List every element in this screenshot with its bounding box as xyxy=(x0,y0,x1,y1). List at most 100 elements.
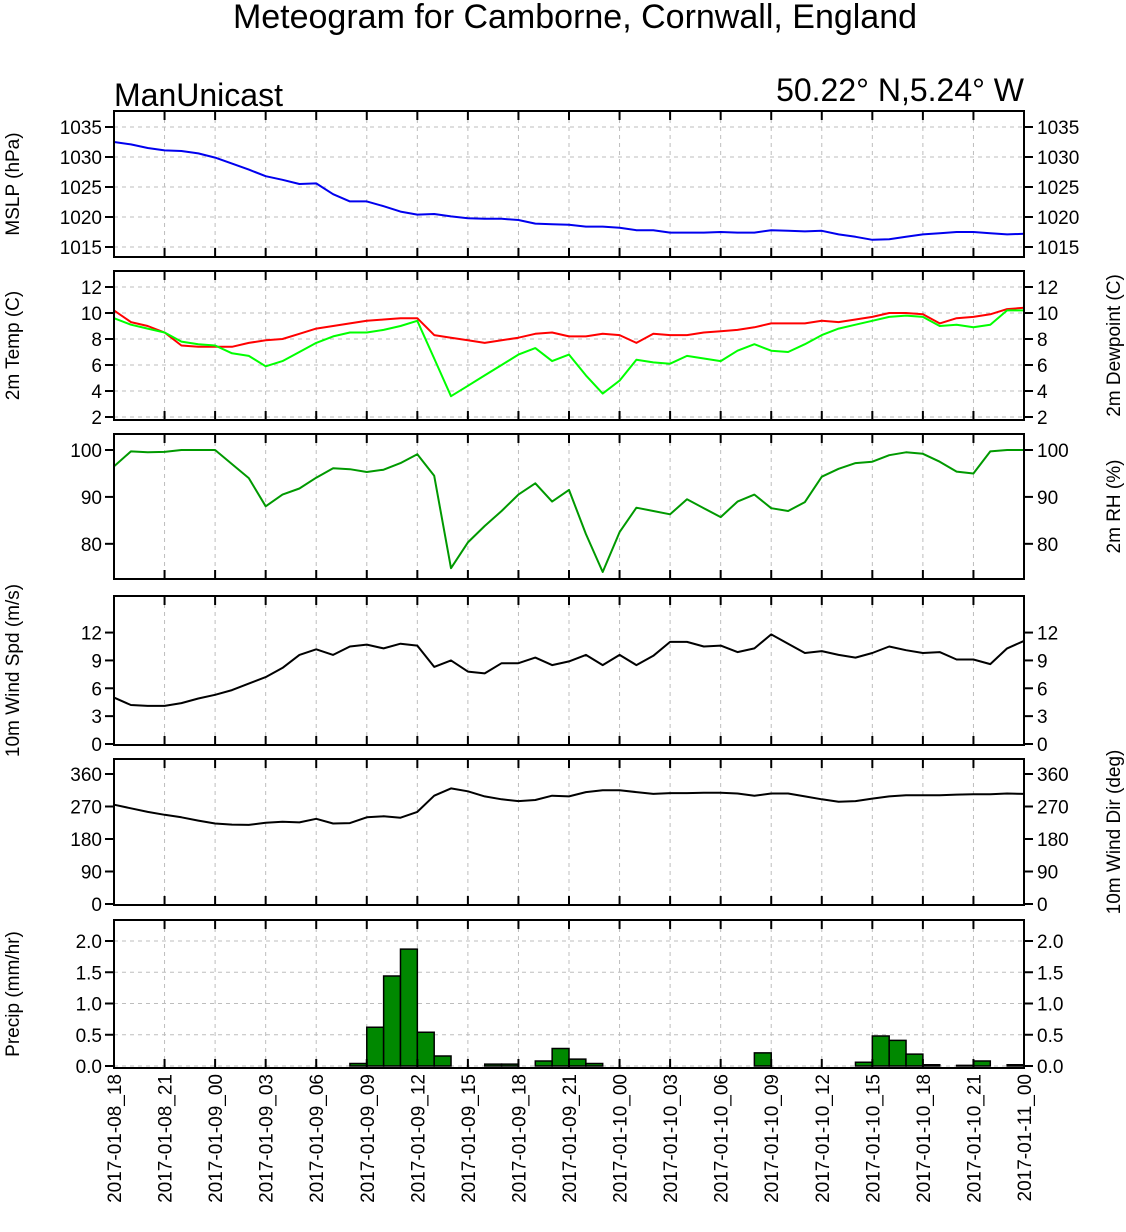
series-line-mslp-0 xyxy=(113,141,1025,241)
y-tick-label: 180 xyxy=(70,830,102,851)
y-tick-label: 6 xyxy=(91,356,102,377)
location-label: 50.22° N,5.24° W xyxy=(776,72,1025,108)
y-tick-label-right: 1030 xyxy=(1037,148,1079,169)
y-tick-label: 12 xyxy=(81,624,102,645)
y-tick-label-right: 4 xyxy=(1037,382,1048,403)
precip-bar xyxy=(871,1035,890,1067)
precip-bar xyxy=(585,1062,604,1067)
precip-bar xyxy=(922,1064,941,1067)
y-tick-label: 360 xyxy=(70,765,102,786)
panel-wdir: 0 0 90 90 180 180 270 270 360 360 10m Wind Dir (de… xyxy=(70,750,1125,916)
y-tick-label-right: 0 xyxy=(1037,895,1048,916)
y-tick-label-right: 360 xyxy=(1037,765,1069,786)
y-tick-label-right: 100 xyxy=(1037,441,1069,462)
y-tick-label: 12 xyxy=(81,278,102,299)
y-tick-label: 1020 xyxy=(60,208,102,229)
y-tick-label-right: 9 xyxy=(1037,651,1048,672)
x-tick-label: 2017-01-09_18 xyxy=(509,1074,530,1203)
y-tick-label: 0 xyxy=(91,895,102,916)
precip-bar xyxy=(551,1047,570,1067)
y-tick-label-right: 12 xyxy=(1037,624,1058,645)
series-line-temp-1 xyxy=(113,309,1024,398)
precip-bar xyxy=(888,1039,907,1067)
chart-title: Meteogram for Camborne, Cornwall, Englan… xyxy=(233,0,917,36)
x-tick-label: 2017-01-11_00 xyxy=(1015,1074,1036,1201)
y-tick-label-right: 1.5 xyxy=(1037,963,1063,984)
panel-mslp: 1015 1015 1020 1020 1025 1025 1030 1030 1035 1035… xyxy=(3,110,1079,259)
panel-precip: 0.0 0.0 0.5 0.5 1.0 1.0 1.5 1.5 2.0 2.0 Precip (mm… xyxy=(3,919,1063,1078)
y-tick-label: 100 xyxy=(70,441,102,462)
precip-bar xyxy=(500,1063,520,1067)
precip-bar xyxy=(1006,1064,1025,1067)
y-tick-label: 2.0 xyxy=(76,932,102,953)
x-tick-label: 2017-01-10_03 xyxy=(661,1074,682,1203)
panel-wspd: 0 0 3 3 6 6 9 9 12 12 10m Wind Spd (m/s) xyxy=(3,584,1058,757)
y-tick-label: 10 xyxy=(81,304,102,325)
x-tick-label: 2017-01-09_03 xyxy=(257,1074,278,1203)
y-axis-label-right: 10m Wind Dir (deg) xyxy=(1104,750,1125,915)
y-tick-label: 80 xyxy=(81,535,102,556)
y-tick-label: 9 xyxy=(91,651,102,672)
x-tick-label: 2017-01-08_18 xyxy=(105,1074,126,1203)
precip-bar xyxy=(972,1060,992,1067)
model-label: ManUnicast xyxy=(114,77,283,113)
y-axis-label-left: 10m Wind Spd (m/s) xyxy=(3,584,24,757)
y-tick-label: 4 xyxy=(91,382,102,403)
precip-bar xyxy=(534,1060,553,1067)
x-tick-label: 2017-01-10_18 xyxy=(914,1074,935,1203)
x-tick-label: 2017-01-10_09 xyxy=(762,1074,783,1203)
y-tick-label: 1025 xyxy=(60,178,102,199)
y-tick-label-right: 0.0 xyxy=(1037,1057,1063,1078)
x-tick-label: 2017-01-09_15 xyxy=(459,1074,480,1203)
y-tick-label: 1.0 xyxy=(76,995,102,1016)
panel-temp: 2 2 4 4 6 6 8 8 10 10 12 12 2m Temp (C) 2m Dewpoint (… xyxy=(3,270,1125,429)
y-tick-label: 8 xyxy=(91,330,102,351)
y-tick-label-right: 1035 xyxy=(1037,118,1079,139)
precip-bar xyxy=(416,1031,435,1067)
y-tick-label-right: 90 xyxy=(1037,488,1058,509)
y-tick-label-right: 2 xyxy=(1037,408,1048,429)
y-tick-label-right: 0.5 xyxy=(1037,1026,1063,1047)
panel-rh: 80 80 90 90 100 100 2m RH (%) xyxy=(70,433,1125,580)
y-tick-label-right: 270 xyxy=(1037,798,1069,819)
series-line-rh-0 xyxy=(113,449,1024,573)
y-tick-label: 0.5 xyxy=(76,1026,102,1047)
y-tick-label: 1015 xyxy=(60,238,102,259)
y-tick-label-right: 12 xyxy=(1037,278,1058,299)
y-tick-label-right: 2.0 xyxy=(1037,932,1063,953)
y-tick-label: 3 xyxy=(91,707,102,728)
y-tick-label-right: 180 xyxy=(1037,830,1069,851)
y-tick-label: 0.0 xyxy=(76,1057,102,1078)
precip-bar xyxy=(433,1055,452,1067)
precip-bar xyxy=(382,975,402,1067)
series-line-temp-0 xyxy=(113,306,1025,348)
y-tick-label-right: 90 xyxy=(1037,863,1058,884)
y-axis-label-right: 2m RH (%) xyxy=(1104,460,1125,554)
y-tick-label-right: 3 xyxy=(1037,707,1048,728)
x-tick-label: 2017-01-09_09 xyxy=(358,1074,379,1203)
precip-bar xyxy=(905,1053,924,1067)
y-tick-label: 6 xyxy=(91,679,102,700)
y-axis-label-left: 2m Temp (C) xyxy=(3,291,24,400)
y-tick-label: 270 xyxy=(70,798,102,819)
y-tick-label: 1035 xyxy=(60,118,102,139)
x-axis: 2017-01-08_18 2017-01-08_21 2017-01-09_00 2… xyxy=(105,1074,1036,1203)
precip-bar xyxy=(483,1063,503,1067)
x-tick-label: 2017-01-09_12 xyxy=(408,1074,429,1203)
precip-bar xyxy=(753,1052,772,1067)
x-tick-label: 2017-01-09_21 xyxy=(560,1074,581,1203)
series-line-wdir-0 xyxy=(113,787,1025,826)
precip-bar xyxy=(955,1064,975,1067)
series-line-wspd-0 xyxy=(113,633,1025,707)
x-tick-label: 2017-01-10_00 xyxy=(611,1074,632,1203)
x-tick-label: 2017-01-10_15 xyxy=(863,1074,884,1203)
x-tick-label: 2017-01-09_00 xyxy=(206,1074,227,1203)
precip-bar xyxy=(399,948,419,1067)
y-tick-label: 90 xyxy=(81,488,102,509)
y-tick-label-right: 6 xyxy=(1037,679,1048,700)
y-tick-label-right: 8 xyxy=(1037,330,1048,351)
y-tick-label-right: 1025 xyxy=(1037,178,1079,199)
x-tick-label: 2017-01-10_06 xyxy=(712,1074,733,1203)
